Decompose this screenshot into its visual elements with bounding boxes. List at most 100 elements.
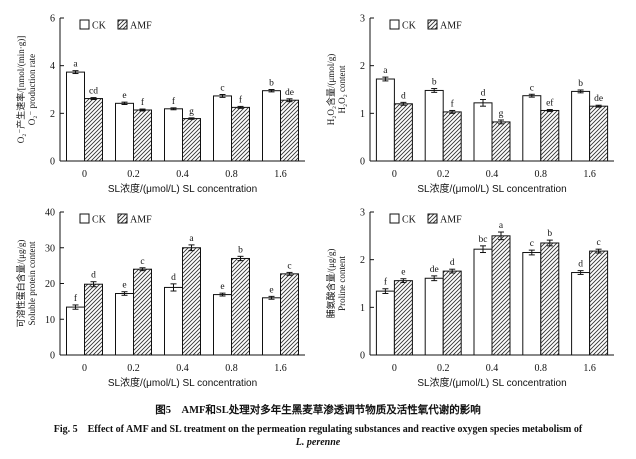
y-tick-label: 2 <box>50 109 55 120</box>
bar-amf <box>589 105 609 162</box>
x-tick-label: 0.2 <box>127 169 140 180</box>
bar-amf <box>589 250 609 356</box>
figure-caption-species: L. perenne <box>295 437 341 448</box>
bar-ck <box>522 252 542 356</box>
significance-letter: bc <box>479 235 488 245</box>
chart-panel-2: 0 1 2 3 H₂O₂含量/(μmol/g) H₂O₂ content SL浓度/(μmo… <box>325 14 614 195</box>
bar-ck <box>571 272 591 356</box>
significance-letter: f <box>172 96 176 107</box>
chart-panel-4: 0 1 2 3 脯氨酸含量/(μg/g) Proline content SL浓度/(μmo… <box>325 208 614 389</box>
bar-ck <box>66 71 85 162</box>
legend-label: AMF <box>130 215 152 226</box>
bar-amf <box>182 247 201 356</box>
bar-ck <box>164 108 183 162</box>
y-axis-title: O₂⁻产生速率/[nmol/(min·g)] <box>15 36 26 143</box>
bar-amf <box>84 283 103 356</box>
significance-letter: c <box>287 261 291 271</box>
y-tick-label: 6 <box>50 14 55 25</box>
y-tick-label: 3 <box>360 14 365 25</box>
chart-panel-1: 0 2 4 6 O₂⁻产生速率/[nmol/(min·g)] O₂⁻ production… <box>15 14 305 195</box>
significance-letter: d <box>481 89 486 99</box>
x-tick-label: 1.6 <box>274 169 287 180</box>
y-axis-title-english: H₂O₂ content <box>337 65 347 114</box>
y-axis-title-english: Proline content <box>337 256 347 311</box>
legend-swatch <box>427 19 438 30</box>
bar-amf <box>442 270 462 356</box>
legend-label: CK <box>92 21 107 32</box>
y-tick-label: 40 <box>45 208 55 219</box>
significance-letter: d <box>401 91 406 101</box>
y-tick-label: 2 <box>360 255 365 266</box>
significance-letter: b <box>269 79 274 89</box>
bar-ck <box>424 89 444 162</box>
significance-letter: f <box>141 97 145 108</box>
chart-panel-3: 0 10 20 30 40 可溶性蛋白含量/(μg/g) Soluble protein c… <box>15 208 305 389</box>
bar-ck <box>213 294 232 356</box>
x-tick-label: 0.2 <box>127 363 140 374</box>
x-tick-label: 0 <box>82 363 87 374</box>
bar-amf <box>540 109 560 162</box>
significance-letter: e <box>122 91 126 101</box>
bar-ck <box>213 95 232 162</box>
y-tick-label: 3 <box>360 208 365 219</box>
y-axis-title: 脯氨酸含量/(μg/g) <box>325 249 336 319</box>
significance-letter: a <box>189 234 194 244</box>
significance-letter: f <box>74 293 78 304</box>
significance-letter: e <box>269 285 273 295</box>
significance-letter: ef <box>546 98 554 109</box>
bar-amf <box>491 121 511 162</box>
significance-letter: b <box>547 229 552 239</box>
significance-letter: e <box>122 281 126 291</box>
figure-caption-chinese: 图5 AMF和SL处理对多年生黑麦草渗透调节物质及活性氧代谢的影响 <box>155 405 481 416</box>
y-tick-label: 2 <box>360 61 365 72</box>
y-tick-label: 4 <box>50 61 55 72</box>
x-tick-label: 1.6 <box>583 169 596 180</box>
bar-ck <box>66 306 85 356</box>
significance-letter: d <box>450 258 455 268</box>
y-tick-label: 0 <box>50 351 55 362</box>
legend-label: AMF <box>440 21 462 32</box>
legend-label: AMF <box>440 215 462 226</box>
x-tick-label: 0.2 <box>437 169 450 180</box>
significance-letter: g <box>499 109 504 119</box>
bar-amf <box>540 242 560 356</box>
x-tick-label: 0 <box>392 363 397 374</box>
y-axis-title: H₂O₂含量/(μmol/g) <box>325 54 336 126</box>
y-tick-label: 30 <box>45 243 55 254</box>
x-tick-label: 0.2 <box>437 363 450 374</box>
significance-letter: b <box>432 78 437 88</box>
significance-letter: c <box>220 84 224 94</box>
y-axis-title-english: O₂⁻ production rate <box>27 54 37 125</box>
significance-letter: e <box>401 268 405 278</box>
significance-letter: c <box>140 257 144 267</box>
significance-letter: d <box>91 271 96 281</box>
bar-ck <box>375 290 395 356</box>
figure-canvas: 0 2 4 6 O₂⁻产生速率/[nmol/(min·g)] O₂⁻ production… <box>15 14 614 389</box>
significance-letter: f <box>239 94 243 105</box>
significance-letter: b <box>238 245 243 255</box>
bar-amf <box>491 235 511 356</box>
y-tick-label: 20 <box>45 279 55 290</box>
legend-label: CK <box>402 21 417 32</box>
x-tick-label: 0.4 <box>176 169 189 180</box>
bar-ck <box>115 102 134 162</box>
x-tick-label: 0.4 <box>486 169 499 180</box>
legend-swatch <box>79 19 90 30</box>
x-tick-label: 0.4 <box>486 363 499 374</box>
x-axis-title: SL浓度/(μmol/L) SL concentration <box>417 182 566 195</box>
significance-letter: c <box>596 238 600 248</box>
y-tick-label: 0 <box>360 351 365 362</box>
significance-letter: f <box>384 277 388 288</box>
bar-ck <box>473 248 493 356</box>
x-tick-label: 0.8 <box>225 363 238 374</box>
bar-ck <box>522 95 542 162</box>
bar-ck <box>571 90 591 162</box>
significance-letter: de <box>430 265 439 275</box>
legend-label: CK <box>92 215 107 226</box>
significance-letter: a <box>73 60 78 70</box>
bar-ck <box>262 297 281 356</box>
legend-swatch <box>389 19 400 30</box>
bar-ck <box>164 286 183 356</box>
bar-amf <box>182 118 201 162</box>
significance-letter: c <box>530 239 534 249</box>
